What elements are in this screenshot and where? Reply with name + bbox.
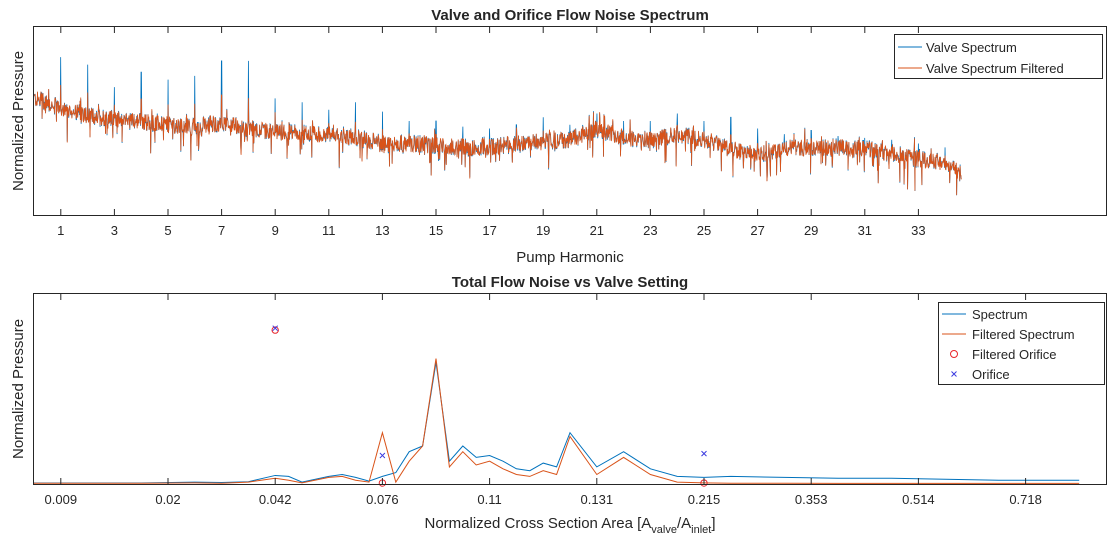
x-tick-label: 1 bbox=[57, 223, 64, 238]
x-tick-label: 23 bbox=[643, 223, 657, 238]
spectrum-y-axis-label: Normalized Pressure bbox=[10, 51, 27, 191]
legend-marker-filtered-orifice bbox=[950, 350, 958, 358]
flow-noise-y-axis-label: Normalized Pressure bbox=[10, 319, 27, 459]
legend-label-filtered-orifice: Filtered Orifice bbox=[972, 347, 1057, 362]
legend-label-orifice: Orifice bbox=[972, 367, 1010, 382]
spectrum-plot-lines bbox=[33, 57, 962, 196]
x-tick-label: 13 bbox=[375, 223, 389, 238]
flow-noise-legend-box bbox=[938, 302, 1105, 385]
x-tick-label: 0.076 bbox=[366, 492, 399, 507]
x-tick-label: 17 bbox=[482, 223, 496, 238]
legend-marker-orifice bbox=[951, 371, 957, 377]
series-line-filtered-spectrum bbox=[34, 358, 1080, 484]
x-tick-label: 11 bbox=[322, 223, 336, 238]
x-tick-label: 0.718 bbox=[1009, 492, 1042, 507]
legend-label-valve-spectrum-filtered: Valve Spectrum Filtered bbox=[926, 61, 1064, 76]
x-tick-label: 21 bbox=[590, 223, 604, 238]
x-tick-label: 29 bbox=[804, 223, 818, 238]
series-line-valve-spectrum-filtered bbox=[33, 84, 962, 196]
x-tick-label: 15 bbox=[429, 223, 443, 238]
point-filtered-orifice bbox=[271, 326, 279, 334]
x-tick-label: 3 bbox=[111, 223, 118, 238]
spectrum-x-axis-label: Pump Harmonic bbox=[516, 249, 624, 266]
x-tick-label: 7 bbox=[218, 223, 225, 238]
spectrum-legend-box bbox=[894, 34, 1103, 79]
spectrum-axes-box bbox=[33, 26, 1107, 216]
flow-noise-axes-box bbox=[33, 293, 1107, 485]
point-orifice bbox=[379, 452, 386, 459]
x-tick-label: 0.131 bbox=[581, 492, 614, 507]
x-tick-label: 33 bbox=[911, 223, 925, 238]
flow-noise-plot-lines bbox=[34, 325, 1080, 487]
spectrum-chart-title: Valve and Orifice Flow Noise Spectrum bbox=[431, 7, 709, 24]
series-line-spectrum bbox=[34, 362, 1080, 484]
x-tick-label: 0.353 bbox=[795, 492, 828, 507]
point-orifice bbox=[701, 450, 707, 457]
x-tick-label: 27 bbox=[750, 223, 764, 238]
x-tick-label: 0.02 bbox=[155, 492, 180, 507]
flow-noise-chart-title: Total Flow Noise vs Valve Setting bbox=[452, 274, 688, 291]
point-orifice bbox=[272, 325, 279, 332]
x-tick-label: 31 bbox=[858, 223, 872, 238]
x-tick-label: 0.215 bbox=[688, 492, 721, 507]
legend-label-valve-spectrum: Valve Spectrum bbox=[926, 40, 1017, 55]
spectrum-x-ticks: 1 3 5 7 9 11 13 15 17 19 21 23 25 27 29 31 33 bbox=[57, 27, 926, 238]
flow-noise-x-axis-label: Normalized Cross Section Area [Avalve/Ai… bbox=[425, 515, 716, 536]
flow-noise-axes: Total Flow Noise vs Valve Setting 0.009 0… bbox=[10, 274, 1107, 536]
x-tick-label: 9 bbox=[272, 223, 279, 238]
flow-noise-legend: Spectrum Filtered Spectrum Filtered Orif… bbox=[938, 302, 1105, 385]
legend-label-spectrum: Spectrum bbox=[972, 307, 1028, 322]
x-tick-label: 25 bbox=[697, 223, 711, 238]
x-tick-label: 19 bbox=[536, 223, 550, 238]
x-tick-label: 0.042 bbox=[259, 492, 292, 507]
x-tick-label: 0.009 bbox=[45, 492, 78, 507]
flow-noise-x-ticks: 0.009 0.02 0.042 0.076 0.11 0.131 0.215 0.353 0.… bbox=[45, 294, 1042, 507]
legend-label-filtered-spectrum: Filtered Spectrum bbox=[972, 327, 1075, 342]
x-tick-label: 5 bbox=[164, 223, 171, 238]
x-tick-label: 0.514 bbox=[902, 492, 935, 507]
spectrum-legend: Valve Spectrum Valve Spectrum Filtered bbox=[894, 34, 1103, 79]
x-tick-label: 0.11 bbox=[477, 492, 501, 507]
